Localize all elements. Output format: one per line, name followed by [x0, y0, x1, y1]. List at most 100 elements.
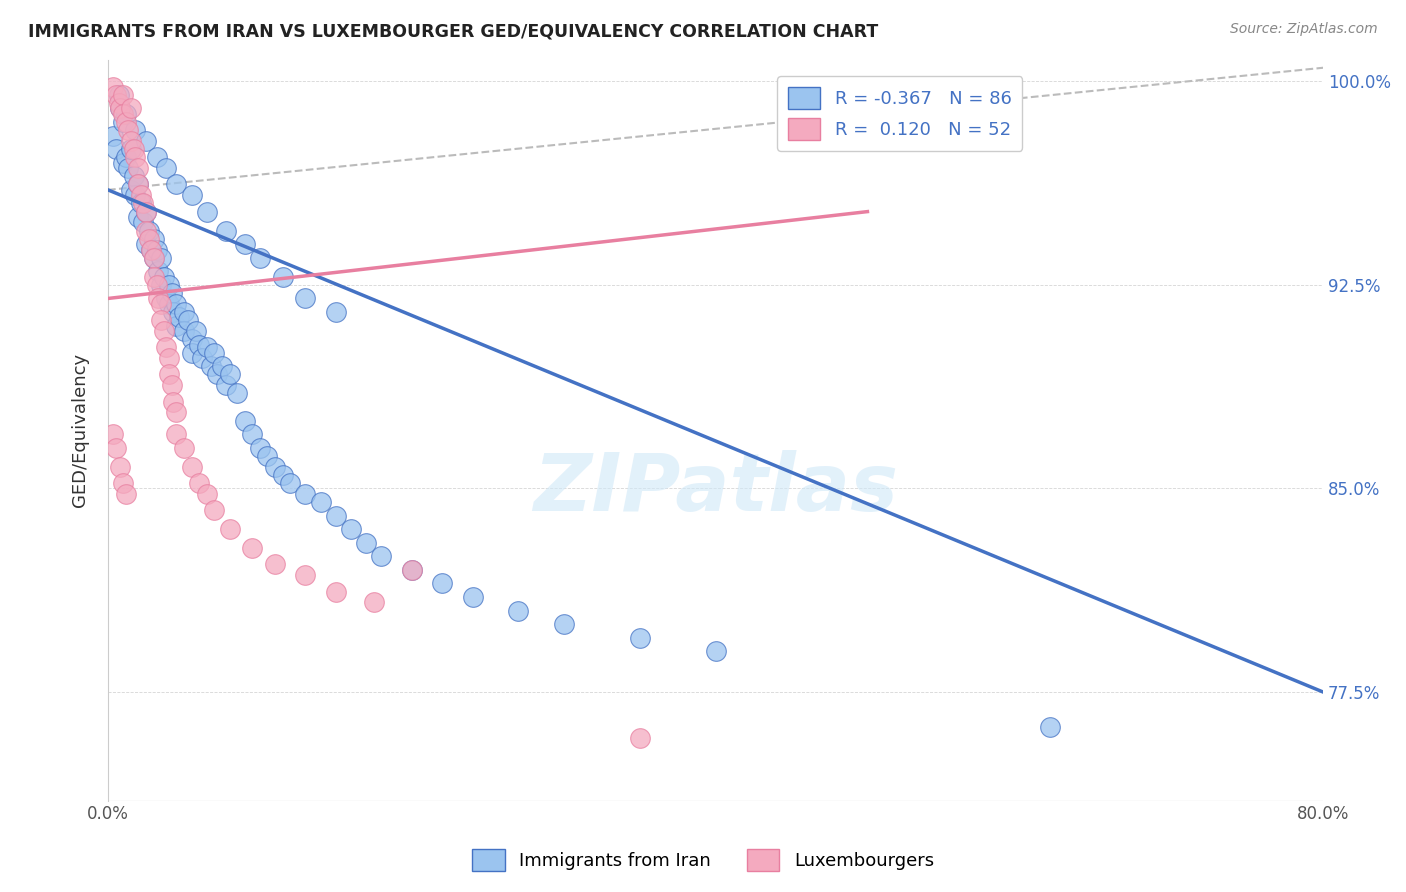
Point: [155, 161, 177, 176]
Point: [340, 522, 363, 536]
Point: [122, 142, 145, 156]
Point: [120, 102, 142, 116]
Point: [135, 204, 157, 219]
Point: [127, 161, 149, 176]
Point: [108, 459, 131, 474]
Point: [165, 405, 187, 419]
Point: [354, 535, 377, 549]
Point: [150, 251, 173, 265]
Point: [112, 107, 135, 121]
Point: [131, 196, 153, 211]
Point: [127, 210, 149, 224]
Point: [115, 487, 138, 501]
Point: [249, 441, 271, 455]
Point: [101, 427, 124, 442]
Point: [112, 476, 135, 491]
Point: [120, 142, 142, 156]
Point: [124, 150, 146, 164]
Point: [153, 324, 176, 338]
Point: [108, 102, 131, 116]
Point: [202, 503, 225, 517]
Point: [264, 558, 287, 572]
Point: [115, 115, 138, 129]
Point: [191, 351, 214, 366]
Y-axis label: GED/Equivalency: GED/Equivalency: [72, 353, 89, 508]
Point: [107, 96, 129, 111]
Point: [157, 297, 180, 311]
Point: [195, 204, 218, 219]
Point: [1039, 720, 1062, 734]
Point: [256, 449, 278, 463]
Point: [104, 142, 127, 156]
Point: [145, 277, 167, 292]
Point: [115, 150, 138, 164]
Point: [138, 224, 160, 238]
Point: [180, 345, 202, 359]
Point: [401, 563, 423, 577]
Point: [704, 644, 727, 658]
Point: [112, 87, 135, 102]
Point: [155, 292, 177, 306]
Point: [162, 394, 184, 409]
Point: [142, 251, 165, 265]
Point: [135, 237, 157, 252]
Point: [207, 368, 229, 382]
Point: [184, 324, 207, 338]
Point: [218, 522, 240, 536]
Point: [115, 107, 138, 121]
Point: [169, 310, 191, 325]
Point: [157, 368, 180, 382]
Point: [271, 467, 294, 482]
Point: [177, 313, 200, 327]
Point: [162, 305, 184, 319]
Point: [553, 617, 575, 632]
Point: [127, 178, 149, 192]
Point: [124, 188, 146, 202]
Text: ZIPatlas: ZIPatlas: [533, 450, 898, 528]
Point: [180, 332, 202, 346]
Point: [124, 123, 146, 137]
Point: [195, 340, 218, 354]
Point: [135, 204, 157, 219]
Point: [240, 541, 263, 556]
Point: [132, 215, 155, 229]
Point: [153, 269, 176, 284]
Point: [325, 508, 347, 523]
Point: [107, 87, 129, 102]
Point: [325, 305, 347, 319]
Point: [104, 87, 127, 102]
Point: [309, 495, 332, 509]
Point: [278, 476, 301, 491]
Point: [165, 297, 187, 311]
Point: [104, 441, 127, 455]
Point: [132, 196, 155, 211]
Point: [165, 427, 187, 442]
Point: [160, 378, 183, 392]
Legend: R = -0.367   N = 86, R =  0.120   N = 52: R = -0.367 N = 86, R = 0.120 N = 52: [778, 76, 1022, 151]
Point: [180, 188, 202, 202]
Point: [264, 459, 287, 474]
Point: [215, 224, 238, 238]
Point: [142, 232, 165, 246]
Point: [325, 584, 347, 599]
Point: [139, 243, 162, 257]
Point: [233, 414, 256, 428]
Text: Source: ZipAtlas.com: Source: ZipAtlas.com: [1230, 22, 1378, 37]
Point: [150, 277, 173, 292]
Point: [117, 161, 139, 176]
Point: [120, 183, 142, 197]
Point: [226, 386, 249, 401]
Point: [363, 595, 385, 609]
Point: [120, 134, 142, 148]
Point: [138, 232, 160, 246]
Point: [294, 292, 316, 306]
Point: [117, 123, 139, 137]
Point: [122, 169, 145, 184]
Point: [294, 487, 316, 501]
Point: [135, 224, 157, 238]
Point: [135, 134, 157, 148]
Point: [101, 79, 124, 94]
Point: [146, 264, 169, 278]
Point: [112, 115, 135, 129]
Point: [131, 188, 153, 202]
